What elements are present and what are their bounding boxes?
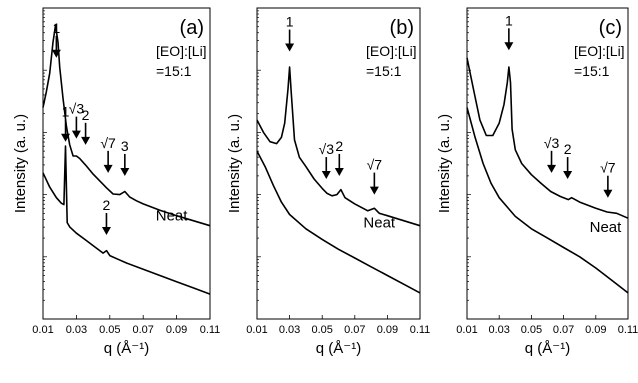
x-tick-label: 0.03 [279, 324, 300, 336]
peak-label: √3 [544, 135, 560, 151]
plot-frame [42, 7, 211, 320]
y-axis-label: Intensity (a. u.) [436, 114, 453, 213]
peak-label: √3 [319, 141, 335, 157]
x-tick-label: 0.01 [456, 324, 477, 336]
peak-arrowhead [369, 186, 379, 195]
peak-arrowhead [563, 171, 573, 180]
series-line [466, 107, 629, 294]
peak-label: 2 [82, 107, 90, 123]
x-tick-label: 0.07 [553, 324, 574, 336]
plot-frame [256, 7, 421, 320]
peak-label: 2 [335, 138, 343, 154]
peak-arrowhead [81, 136, 91, 145]
peak-label: 1 [505, 12, 513, 28]
series-line [466, 57, 629, 219]
peak-arrowhead [334, 167, 344, 176]
x-tick-label: 0.05 [99, 324, 120, 336]
panel-label: (a) [180, 17, 204, 39]
peak-label: 1 [62, 104, 70, 120]
composition-annotation: [EO]:[Li] [366, 43, 417, 59]
series-label-neat: Neat [590, 219, 623, 236]
peak-arrowhead [71, 130, 81, 139]
composition-annotation: =15:1 [156, 63, 192, 79]
peak-label: 2 [103, 197, 111, 213]
x-tick-label: 0.11 [200, 324, 221, 336]
y-axis-label: Intensity (a. u.) [12, 114, 29, 213]
series-line [42, 24, 211, 227]
panel-label: (c) [599, 17, 622, 39]
peak-arrowhead [547, 164, 557, 173]
series-line [256, 66, 421, 227]
series-label-neat: Neat [156, 208, 189, 225]
x-tick-label: 0.11 [410, 324, 431, 336]
series-line [256, 150, 421, 294]
x-tick-label: 0.07 [132, 324, 153, 336]
peak-arrowhead [603, 189, 613, 198]
x-tick-label: 0.03 [66, 324, 87, 336]
composition-annotation: [EO]:[Li] [156, 43, 207, 59]
y-axis-label: Intensity (a. u.) [226, 114, 243, 213]
peak-label: 1 [52, 20, 60, 36]
peak-arrowhead [285, 43, 295, 52]
panel-a: 0.01 0.03 0.05 0.07 0.09 0.11 q (Å⁻¹) Intensity… [12, 7, 221, 357]
peak-label: 1 [286, 14, 294, 30]
peak-arrowhead [504, 42, 514, 51]
x-tick-label: 0.09 [585, 324, 606, 336]
x-tick-label: 0.05 [311, 324, 332, 336]
plot-frame [466, 7, 629, 320]
composition-annotation: [EO]:[Li] [574, 43, 625, 59]
panel-c: 0.01 0.03 0.05 0.07 0.09 0.11 q (Å⁻¹) Intensity… [436, 7, 638, 357]
panel-label: (b) [390, 17, 414, 39]
peak-arrowhead [51, 49, 61, 58]
composition-annotation: =15:1 [574, 63, 610, 79]
peak-label: √7 [600, 160, 616, 176]
x-tick-label: 0.07 [344, 324, 365, 336]
x-tick-label: 0.09 [166, 324, 187, 336]
x-tick-label: 0.09 [377, 324, 398, 336]
x-tick-label: 0.11 [618, 324, 638, 336]
peak-label: 2 [564, 141, 572, 157]
peak-label: √3 [69, 101, 85, 117]
composition-annotation: =15:1 [366, 63, 402, 79]
x-axis-label: q (Å⁻¹) [104, 340, 149, 357]
x-tick-label: 0.01 [32, 324, 53, 336]
peak-label: 3 [121, 138, 129, 154]
x-tick-label: 0.01 [246, 324, 267, 336]
x-tick-label: 0.05 [521, 324, 542, 336]
x-tick-label: 0.03 [488, 324, 509, 336]
panel-b: 0.01 0.03 0.05 0.07 0.09 0.11 q (Å⁻¹) Intensity… [226, 7, 431, 357]
series-line [42, 145, 211, 295]
peak-arrowhead [101, 227, 111, 236]
peak-arrowhead [103, 164, 113, 173]
peak-arrowhead [120, 167, 130, 176]
x-axis-label: q (Å⁻¹) [316, 340, 361, 357]
peak-label: √7 [367, 157, 383, 173]
series-label-neat: Neat [363, 215, 396, 232]
x-axis-label: q (Å⁻¹) [525, 340, 570, 357]
peak-arrowhead [321, 171, 331, 180]
peak-label: √7 [100, 135, 116, 151]
peak-arrowhead [61, 133, 71, 142]
